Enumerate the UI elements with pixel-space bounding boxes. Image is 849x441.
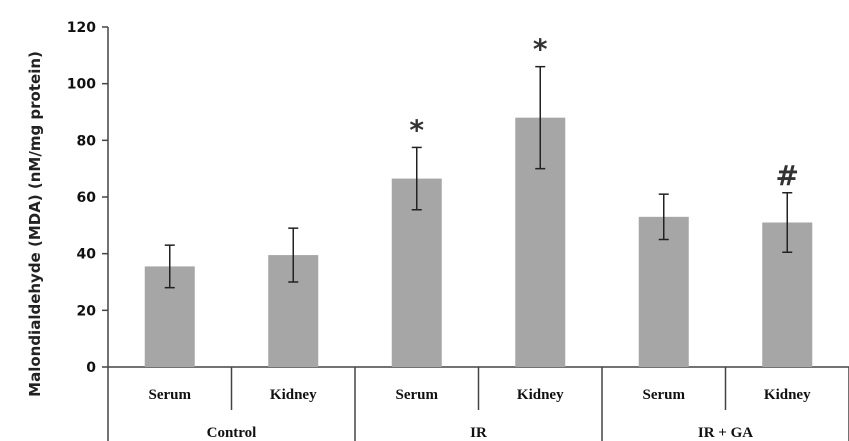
y-tick-label: 100 (67, 77, 96, 93)
category-labels: Serum Kidney Serum Kidney Serum Kidney (149, 387, 812, 403)
category-label: Serum (396, 387, 439, 403)
y-tick-label: 120 (67, 20, 96, 36)
y-tick-label: 60 (77, 190, 97, 206)
y-ticks: 0 20 40 60 80 100 120 (67, 20, 108, 376)
y-axis-title: Malondialdehyde (MDA) (nM/mg protein) (26, 51, 44, 397)
y-tick-label: 40 (77, 247, 97, 263)
category-label: Serum (643, 387, 686, 403)
group-label: IR + GA (698, 425, 753, 441)
bar (638, 216, 689, 367)
group-label: Control (207, 425, 257, 441)
y-tick-label: 0 (86, 360, 96, 376)
annotations: * * # (409, 33, 799, 192)
significance-marker: * (533, 33, 548, 66)
group-labels: Control IR IR + GA (207, 425, 754, 441)
category-label: Kidney (764, 387, 811, 403)
category-label: Serum (149, 387, 192, 403)
significance-marker: # (776, 159, 799, 192)
y-tick-label: 80 (77, 133, 97, 149)
significance-marker: * (409, 113, 424, 146)
bars (144, 117, 813, 368)
category-label: Kidney (517, 387, 564, 403)
group-label: IR (470, 425, 487, 441)
y-tick-label: 20 (77, 303, 97, 319)
axes (107, 27, 849, 441)
error-bars (164, 65, 793, 289)
category-label: Kidney (270, 387, 317, 403)
